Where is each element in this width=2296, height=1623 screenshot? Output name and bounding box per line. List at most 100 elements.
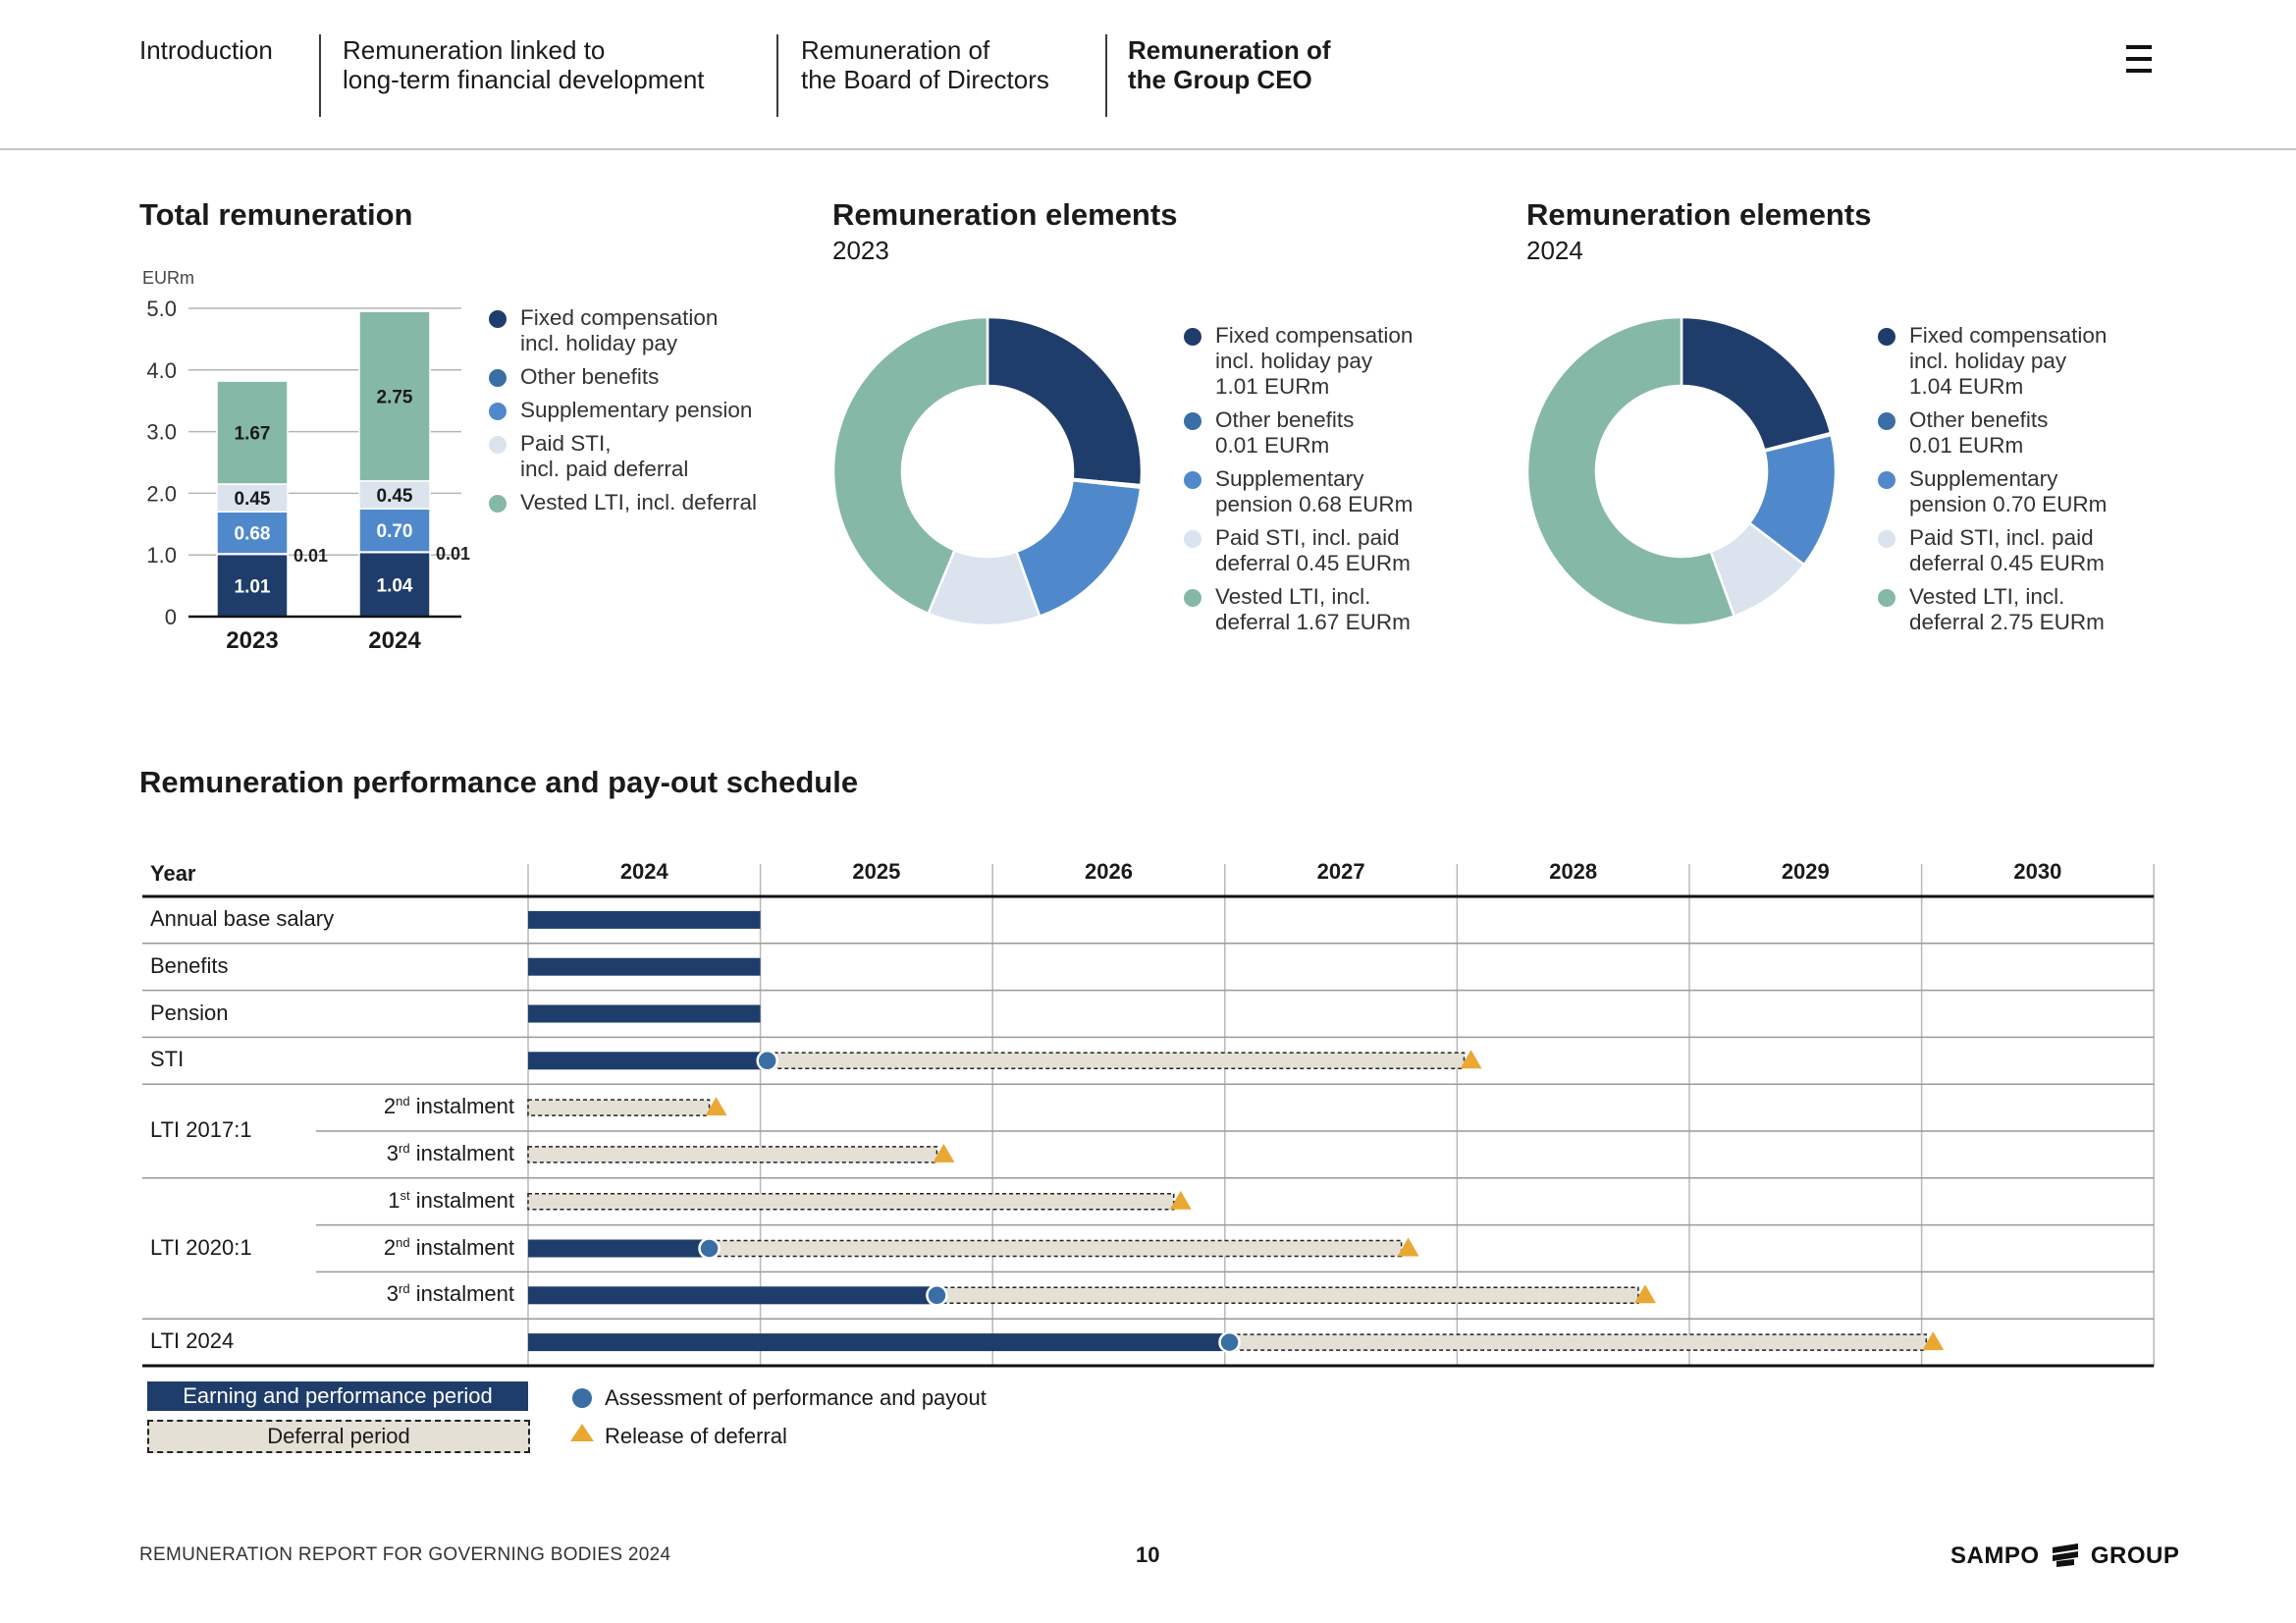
- release-marker-icon: [1397, 1237, 1419, 1257]
- instalment-number: 3: [386, 1281, 400, 1307]
- assessment-marker-icon: [926, 1284, 948, 1307]
- release-marker-icon: [1922, 1331, 1945, 1351]
- legend-swatch: [1184, 328, 1201, 346]
- legend-item: Vested LTI, incl. deferral: [489, 490, 757, 515]
- schedule-title: Remuneration performance and pay-out sch…: [139, 765, 859, 799]
- release-marker-icon: [570, 1424, 594, 1441]
- legend-label: Other benefits: [520, 364, 660, 389]
- donut-2024-year: 2024: [1526, 236, 1583, 265]
- report-title-footer: REMUNERATION REPORT FOR GOVERNING BODIES…: [139, 1544, 671, 1565]
- year-header: 2025: [852, 859, 901, 884]
- release-marker-icon: [933, 1143, 955, 1163]
- instalment-ordinal-suffix: rd: [399, 1281, 410, 1297]
- legend-swatch: [489, 403, 507, 420]
- release-legend-label: Release of deferral: [605, 1424, 787, 1448]
- earning-bar: [528, 957, 761, 976]
- earning-bar: [528, 1004, 761, 1023]
- assessment-marker-icon: [698, 1237, 721, 1260]
- bar-data-label: 1.01: [235, 576, 271, 597]
- legend-label: Fixed compensation incl. holiday pay 1.0…: [1909, 323, 2108, 399]
- nav-item-introduction[interactable]: Introduction: [139, 35, 273, 65]
- donut-2024-title: Remuneration elements: [1526, 197, 1872, 232]
- instalment-label: 2nd instalment: [384, 1094, 514, 1119]
- legend-label: Paid STI, incl. paid deferral: [520, 431, 689, 481]
- legend-label: Paid STI, incl. paid deferral 0.45 EURm: [1215, 525, 1411, 575]
- y-tick-label: 0: [165, 605, 177, 629]
- earning-period-legend-box: Earning and performance period: [147, 1381, 528, 1411]
- assessment-legend-label: Assessment of performance and payout: [605, 1385, 987, 1410]
- brand-right-text: GROUP: [2090, 1542, 2180, 1569]
- legend-swatch: [1878, 328, 1896, 346]
- donut-2023-legend: Fixed compensation incl. holiday pay 1.0…: [1184, 323, 1413, 635]
- nav-divider: [776, 34, 778, 117]
- legend-swatch: [1184, 589, 1201, 607]
- remuneration-elements-2024-donut: [1526, 315, 1838, 627]
- donut-2024-legend: Fixed compensation incl. holiday pay 1.0…: [1878, 323, 2107, 635]
- total-remuneration-legend: Fixed compensation incl. holiday pay Oth…: [489, 305, 757, 515]
- schedule-row-label: Pension: [150, 1000, 229, 1025]
- bar-data-label: 0.01: [436, 544, 470, 564]
- year-header: 2029: [1781, 859, 1830, 884]
- legend-item: Vested LTI, incl. deferral 2.75 EURm: [1878, 584, 2107, 635]
- bar-data-label: 0.01: [294, 546, 328, 566]
- bar-data-label: 1.67: [235, 424, 271, 445]
- schedule-row-label: Annual base salary: [150, 905, 335, 931]
- donut-2023-title: Remuneration elements: [832, 197, 1178, 232]
- sampo-logo-icon: [2052, 1543, 2078, 1567]
- release-marker-icon: [1460, 1050, 1482, 1069]
- legend-label: Fixed compensation incl. holiday pay 1.0…: [1215, 323, 1414, 399]
- donut-slice: [986, 315, 1144, 487]
- deferral-bar: [527, 1099, 711, 1116]
- nav-item-group-ceo[interactable]: Remuneration of the Group CEO: [1128, 35, 1331, 94]
- bar-segment: [358, 551, 431, 618]
- bar-segment: [358, 508, 431, 553]
- y-tick-label: 2.0: [146, 481, 177, 506]
- nav-item-long-term[interactable]: Remuneration linked to long-term financi…: [343, 35, 705, 94]
- assessment-marker-icon: [572, 1388, 592, 1408]
- instalment-text: instalment: [409, 1187, 514, 1213]
- bar-data-label: 0.68: [235, 524, 271, 545]
- bar-data-label: 0.45: [235, 489, 271, 510]
- y-axis-unit: EURm: [142, 268, 194, 288]
- legend-swatch: [1878, 530, 1896, 548]
- legend-label: Supplementary pension 0.70 EURm: [1909, 466, 2108, 516]
- deferral-period-legend-box: Deferral period: [147, 1420, 530, 1453]
- instalment-label: 3rd instalment: [387, 1281, 514, 1307]
- remuneration-elements-2023-donut: [832, 315, 1144, 627]
- sampo-group-logo: SAMPO GROUP: [1950, 1542, 2179, 1570]
- release-marker-icon: [1169, 1190, 1192, 1210]
- legend-item: Fixed compensation incl. holiday pay 1.0…: [1184, 323, 1413, 400]
- nav-divider: [1105, 34, 1107, 117]
- legend-label: Vested LTI, incl. deferral 1.67 EURm: [1215, 584, 1411, 634]
- y-tick-label: 4.0: [146, 358, 177, 383]
- legend-item: Other benefits 0.01 EURm: [1184, 407, 1413, 459]
- legend-label: Paid STI, incl. paid deferral 0.45 EURm: [1909, 525, 2105, 575]
- nav-item-board[interactable]: Remuneration of the Board of Directors: [801, 35, 1049, 94]
- year-header: 2027: [1316, 859, 1365, 884]
- release-marker-icon: [1633, 1284, 1656, 1304]
- deferral-bar: [1228, 1333, 1928, 1351]
- donut-slice: [1526, 315, 1736, 627]
- instalment-label: 2nd instalment: [384, 1235, 514, 1261]
- legend-item: Paid STI, incl. paid deferral: [489, 431, 757, 482]
- instalment-ordinal-suffix: nd: [396, 1094, 410, 1109]
- hamburger-menu-icon[interactable]: [2126, 45, 2152, 73]
- legend-label: Supplementary pension 0.68 EURm: [1215, 466, 1414, 516]
- instalment-label: 1st instalment: [388, 1188, 514, 1214]
- instalment-number: 2: [383, 1094, 397, 1119]
- legend-item: Supplementary pension 0.68 EURm: [1184, 466, 1413, 517]
- donut-slice: [832, 315, 989, 616]
- schedule-row-label: STI: [150, 1047, 185, 1072]
- legend-swatch: [1184, 471, 1201, 489]
- lti-group-label: LTI 2020:1: [150, 1234, 252, 1260]
- legend-swatch: [1184, 530, 1201, 548]
- year-header: 2024: [619, 859, 668, 884]
- legend-item: Supplementary pension: [489, 398, 757, 423]
- legend-swatch: [489, 436, 507, 454]
- earning-bar: [528, 1286, 937, 1305]
- instalment-text: instalment: [409, 1281, 514, 1307]
- instalment-text: instalment: [409, 1234, 514, 1260]
- bar-segment: [216, 380, 289, 485]
- year-header: 2028: [1549, 859, 1598, 884]
- lti-group-label: LTI 2017:1: [150, 1117, 252, 1142]
